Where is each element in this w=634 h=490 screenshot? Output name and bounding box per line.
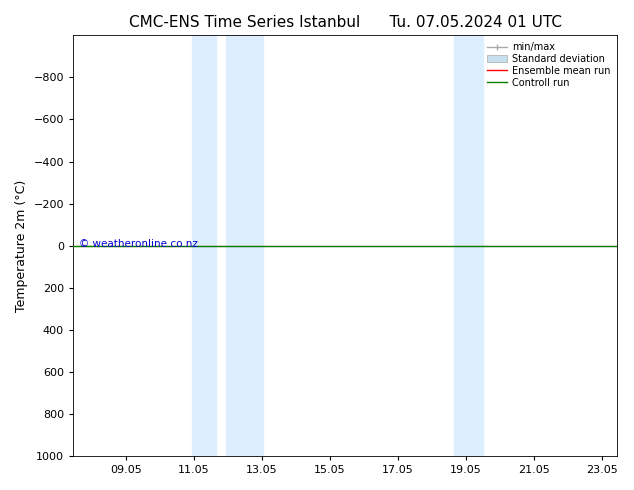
Title: CMC-ENS Time Series Istanbul      Tu. 07.05.2024 01 UTC: CMC-ENS Time Series Istanbul Tu. 07.05.2… (129, 15, 562, 30)
Legend: min/max, Standard deviation, Ensemble mean run, Controll run: min/max, Standard deviation, Ensemble me… (486, 40, 612, 90)
Y-axis label: Temperature 2m (°C): Temperature 2m (°C) (15, 179, 28, 312)
Bar (454, 35, 466, 456)
Bar (192, 35, 216, 456)
Bar (226, 35, 264, 456)
Bar (466, 35, 482, 456)
Text: © weatheronline.co.nz: © weatheronline.co.nz (79, 239, 197, 248)
